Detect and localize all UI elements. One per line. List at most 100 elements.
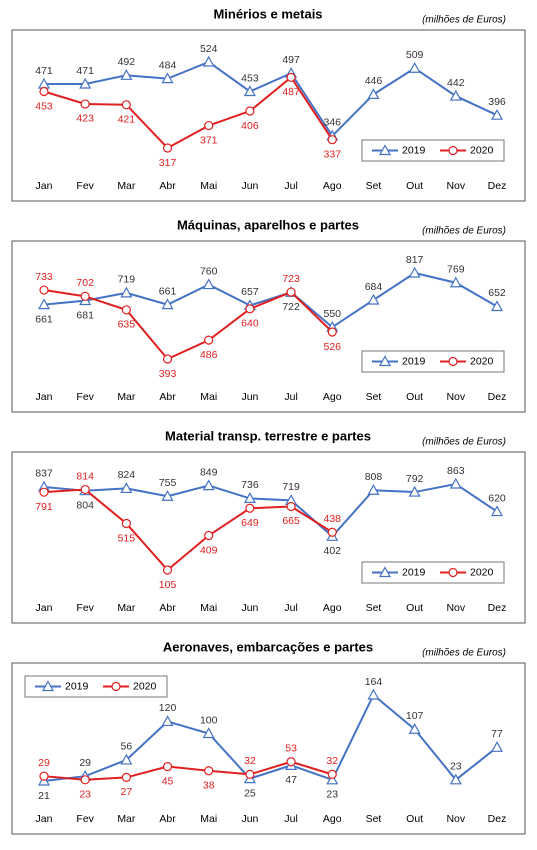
data-label: 337: [324, 148, 342, 160]
legend-box: [24, 675, 168, 698]
marker: [204, 335, 214, 345]
data-label: 863: [447, 465, 465, 477]
marker: [111, 681, 121, 692]
data-label: 45: [162, 775, 174, 787]
data-label: 53: [285, 743, 297, 755]
marker: [286, 501, 296, 512]
x-tick-label: Out: [406, 180, 423, 192]
data-label: 733: [35, 271, 53, 283]
marker: [408, 61, 421, 73]
marker: [39, 285, 49, 295]
data-label: 515: [118, 532, 136, 544]
data-label: 421: [118, 114, 136, 126]
x-tick-label: Mai: [200, 180, 217, 192]
marker: [41, 680, 55, 692]
legend-label: 2019: [65, 680, 89, 692]
series-line: [43, 693, 498, 782]
series-line: [43, 289, 333, 361]
data-label: 497: [282, 54, 300, 66]
x-tick-label: Mar: [117, 180, 136, 192]
marker: [243, 492, 256, 504]
data-label: 406: [241, 120, 259, 132]
x-tick-label: Out: [406, 391, 423, 403]
unit-note: (milhões de Euros): [422, 226, 506, 237]
data-label: 396: [488, 96, 506, 108]
data-label: 808: [365, 471, 383, 483]
marker: [367, 293, 380, 305]
marker: [202, 727, 215, 739]
data-label: 471: [35, 65, 53, 77]
data-label: 723: [282, 273, 300, 285]
x-tick-label: Jan: [36, 602, 53, 614]
x-tick-label: Jul: [284, 180, 297, 192]
chart-frame: [11, 662, 526, 835]
marker: [204, 766, 214, 776]
marker: [120, 482, 133, 494]
x-tick-label: Fev: [76, 180, 94, 192]
x-tick-label: Set: [366, 391, 382, 403]
marker: [120, 286, 133, 298]
data-label: 446: [365, 75, 383, 87]
marker: [286, 757, 296, 767]
marker: [490, 741, 504, 752]
marker: [245, 304, 255, 314]
marker: [161, 298, 174, 310]
data-label: 652: [488, 287, 506, 299]
x-tick-label: Fev: [76, 602, 94, 614]
marker: [245, 769, 255, 779]
x-tick-label: Fev: [76, 391, 94, 403]
chart-frame: [11, 451, 526, 624]
legend-label: 2020: [470, 144, 494, 156]
x-tick-label: Jan: [36, 180, 53, 192]
marker: [80, 99, 90, 109]
x-tick-label: Abr: [159, 813, 176, 825]
legend-label: 2019: [402, 566, 426, 578]
legend-box: [361, 139, 505, 162]
data-label: 684: [365, 281, 383, 293]
marker: [162, 565, 173, 575]
marker: [408, 723, 421, 734]
x-tick-label: Nov: [446, 180, 465, 192]
marker: [367, 88, 380, 100]
x-tick-label: Nov: [446, 813, 465, 825]
data-label: 29: [38, 757, 50, 769]
data-label: 56: [121, 741, 133, 753]
legend-label: 2020: [133, 680, 157, 692]
marker: [161, 715, 174, 727]
unit-note: (milhões de Euros): [422, 15, 506, 26]
data-label: 453: [35, 100, 53, 112]
x-tick-label: Fev: [76, 813, 94, 825]
legend-label: 2020: [470, 355, 494, 367]
chart-title: Material transp. terrestre e partes: [165, 428, 371, 443]
marker: [37, 298, 51, 310]
marker: [39, 771, 49, 781]
marker: [80, 291, 90, 301]
data-label: 77: [491, 728, 503, 740]
marker: [449, 276, 462, 288]
x-tick-label: Mai: [200, 391, 217, 403]
marker: [367, 484, 380, 495]
marker: [39, 487, 49, 497]
x-tick-label: Ago: [323, 180, 342, 192]
marker: [327, 327, 337, 337]
marker: [449, 89, 462, 101]
marker: [327, 527, 337, 537]
data-label: 402: [324, 545, 342, 557]
marker: [378, 566, 392, 578]
data-label: 524: [200, 43, 218, 55]
marker: [161, 72, 174, 84]
chart-title: Aeronaves, embarcações e partes: [163, 639, 373, 654]
x-tick-label: Set: [366, 180, 382, 192]
marker: [202, 278, 215, 290]
marker: [202, 479, 215, 491]
data-label: 550: [324, 308, 342, 320]
data-label: 824: [118, 469, 136, 481]
marker: [327, 135, 337, 145]
data-label: 38: [203, 780, 215, 792]
chart-title: Minérios e metais: [213, 6, 322, 21]
data-label: 769: [447, 264, 465, 276]
marker: [327, 769, 337, 779]
data-label: 317: [159, 157, 177, 169]
data-label: 442: [447, 77, 465, 89]
